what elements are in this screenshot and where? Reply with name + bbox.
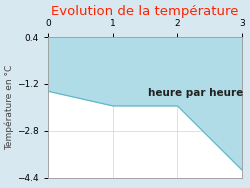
Y-axis label: Température en °C: Température en °C — [5, 65, 14, 150]
Title: Evolution de la température: Evolution de la température — [51, 5, 239, 18]
Text: heure par heure: heure par heure — [148, 88, 244, 98]
